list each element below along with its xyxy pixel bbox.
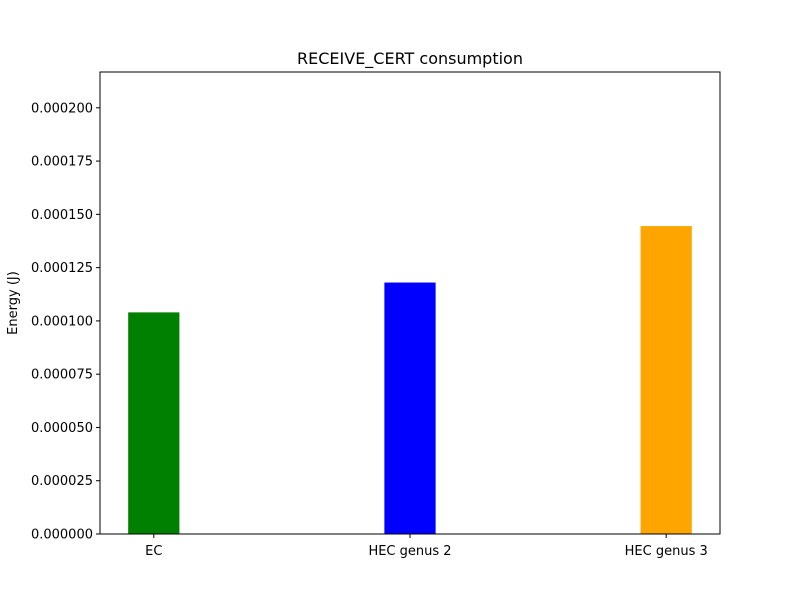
plot-area-frame: [99, 71, 721, 535]
y-tick-label: 0.000000: [31, 528, 93, 543]
x-tick-label: HEC genus 2: [368, 544, 451, 559]
y-tick-label: 0.000100: [31, 314, 93, 329]
x-axis-ticks: EC HEC genus 2 HEC genus 3: [145, 534, 708, 559]
bar-1: [384, 282, 436, 534]
y-tick-label: 0.000125: [31, 261, 93, 276]
bar-0: [128, 312, 180, 534]
y-tick-label: 0.000025: [31, 474, 93, 489]
y-tick-label: 0.000075: [31, 368, 93, 383]
y-tick-label: 0.000050: [31, 421, 93, 436]
bar-2: [640, 226, 692, 534]
y-tick-label: 0.000200: [31, 101, 93, 116]
x-tick-label: EC: [145, 544, 162, 559]
chart-title: RECEIVE_CERT consumption: [297, 49, 523, 69]
y-axis-label: Energy (J): [6, 271, 21, 335]
bars-group: [128, 226, 692, 534]
y-axis-ticks: 0.000000 0.000025 0.000050 0.000075 0.000100…: [31, 101, 100, 543]
y-tick-label: 0.000175: [31, 155, 93, 170]
x-tick-label: HEC genus 3: [625, 544, 708, 559]
y-tick-label: 0.000150: [31, 208, 93, 223]
